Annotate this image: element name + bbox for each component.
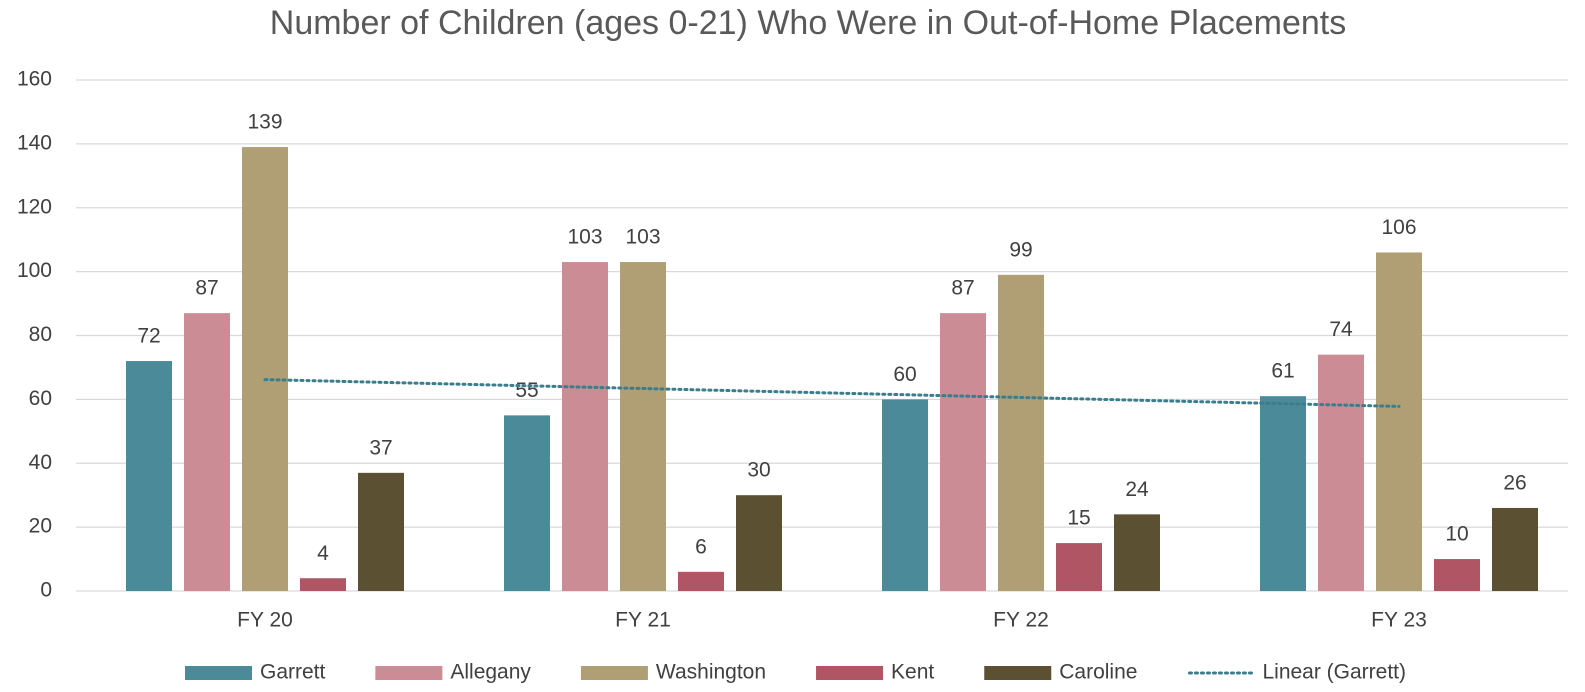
- legend-label: Washington: [656, 661, 766, 684]
- y-tick-label: 0: [40, 579, 52, 602]
- bar: [998, 274, 1044, 591]
- bar: [184, 313, 230, 591]
- bar: [358, 472, 404, 591]
- y-tick-label: 20: [29, 515, 52, 538]
- data-label: 103: [625, 226, 660, 249]
- data-label: 15: [1067, 507, 1090, 530]
- legend-label: Caroline: [1059, 661, 1137, 684]
- y-tick-label: 160: [17, 68, 52, 91]
- data-label: 24: [1125, 478, 1149, 501]
- data-label: 37: [369, 436, 392, 459]
- bar: [126, 361, 172, 591]
- y-tick-label: 60: [29, 387, 52, 410]
- bar: [1492, 507, 1538, 591]
- legend-swatch: [816, 666, 884, 680]
- legend-label: Kent: [891, 661, 934, 684]
- x-tick-label: FY 20: [237, 609, 293, 632]
- bar: [504, 415, 550, 591]
- bar: [242, 147, 288, 591]
- data-label: 87: [195, 277, 218, 300]
- bar: [1056, 543, 1102, 591]
- y-tick-label: 100: [17, 259, 52, 282]
- legend-label: Garrett: [260, 661, 326, 684]
- bar: [882, 399, 928, 591]
- data-label: 106: [1381, 216, 1416, 239]
- data-label: 26: [1503, 472, 1526, 495]
- data-label: 4: [317, 542, 329, 565]
- legend-swatch: [375, 666, 443, 680]
- chart-title: Number of Children (ages 0-21) Who Were …: [270, 4, 1346, 42]
- bar: [1260, 396, 1306, 591]
- data-label: 74: [1329, 318, 1353, 341]
- legend-swatch: [185, 666, 252, 680]
- data-label: 55: [515, 379, 538, 402]
- x-tick-label: FY 21: [615, 609, 671, 632]
- bar: [562, 262, 608, 591]
- legend-swatch: [984, 666, 1052, 680]
- data-label: 72: [137, 325, 160, 348]
- bar: [300, 578, 346, 591]
- data-label: 6: [695, 535, 707, 558]
- bar: [678, 571, 724, 591]
- legend-swatch: [580, 666, 648, 680]
- bar: [620, 262, 666, 591]
- y-tick-label: 140: [17, 131, 52, 154]
- data-label: 60: [893, 363, 916, 386]
- bar: [1376, 252, 1422, 591]
- bar: [1114, 514, 1160, 591]
- data-label: 30: [747, 459, 770, 482]
- bar: [1318, 354, 1364, 591]
- data-label: 10: [1445, 523, 1468, 546]
- bar: [736, 495, 782, 591]
- y-tick-label: 120: [17, 195, 52, 218]
- x-tick-label: FY 22: [993, 609, 1049, 632]
- data-label: 99: [1009, 238, 1032, 261]
- x-tick-label: FY 23: [1371, 609, 1427, 632]
- data-label: 61: [1271, 360, 1294, 383]
- trendline: [263, 378, 1401, 408]
- y-tick-label: 40: [29, 451, 52, 474]
- data-label: 87: [951, 277, 974, 300]
- y-tick-label: 80: [29, 323, 52, 346]
- data-label: 103: [567, 226, 602, 249]
- bar: [940, 313, 986, 591]
- bar: [1434, 559, 1480, 591]
- data-label: 139: [247, 111, 282, 134]
- legend-label: Allegany: [450, 661, 531, 684]
- legend-label: Linear (Garrett): [1262, 661, 1406, 684]
